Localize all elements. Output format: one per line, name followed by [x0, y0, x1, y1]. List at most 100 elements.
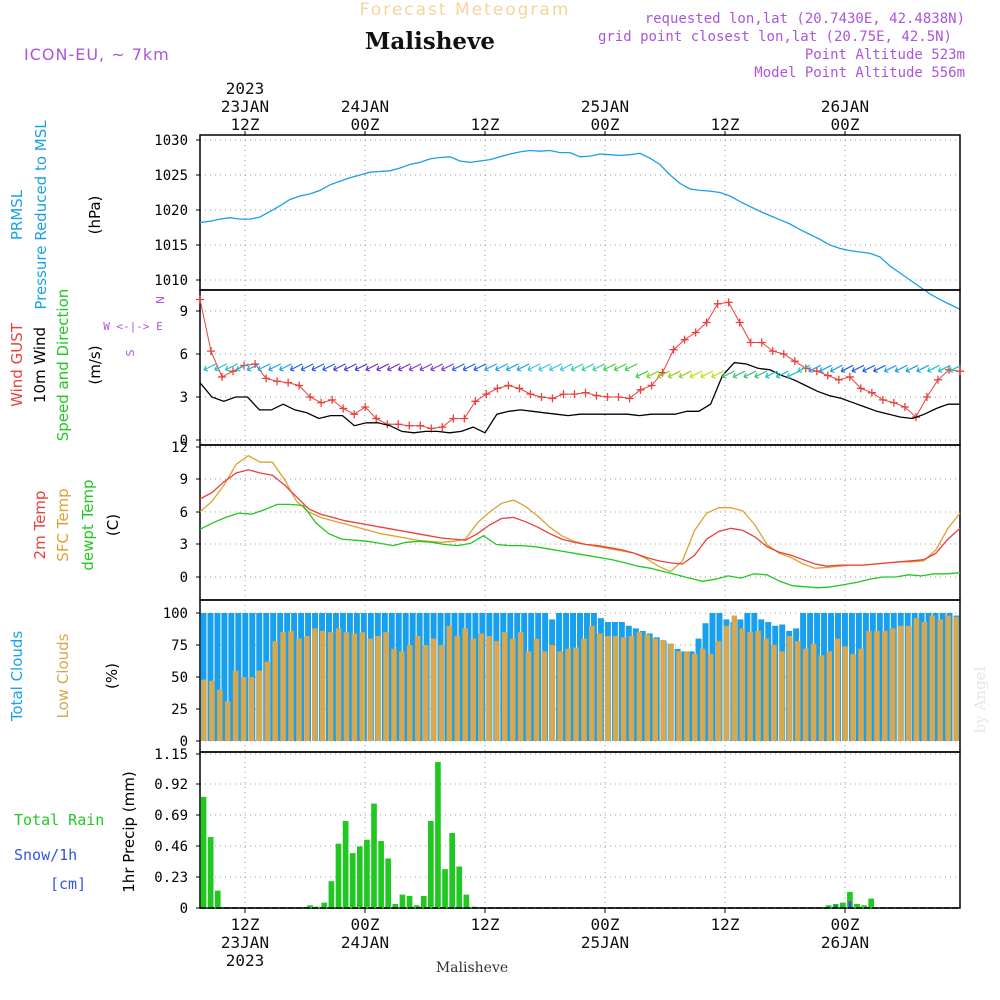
gust-marker	[647, 381, 656, 390]
low-cloud-bar	[319, 630, 326, 741]
panel-frame	[199, 289, 961, 446]
low-cloud-bar	[739, 628, 746, 741]
low-cloud-bar	[304, 636, 310, 741]
gust-marker	[856, 384, 865, 393]
gust-marker	[207, 347, 216, 356]
total-cloud-bar	[632, 628, 639, 741]
wind-direction-arrow	[473, 363, 487, 372]
gust-marker	[889, 398, 898, 407]
top-time-label: 00Z	[591, 115, 620, 134]
rain-bar	[428, 820, 434, 908]
wind-direction-arrow	[516, 363, 530, 372]
y-tick-label: 1020	[154, 203, 188, 219]
gust-marker	[724, 298, 733, 307]
low-cloud-bar	[874, 630, 880, 741]
bottom-time-label: 00Z	[831, 915, 860, 934]
pressure-line	[199, 149, 961, 310]
temp2m-line	[199, 469, 961, 567]
gust-marker	[482, 390, 491, 399]
wind-direction-arrow	[948, 364, 962, 373]
rain-bar	[378, 841, 384, 908]
faded-title: Forecast Meteogram	[360, 0, 571, 20]
y-tick-label: 0.92	[154, 777, 188, 793]
low-cloud-bar	[882, 630, 888, 741]
y-tick-label: 0	[180, 570, 188, 586]
top-time-label: 00Z	[351, 115, 380, 134]
precip-y-label: 1hr Precip (mm)	[120, 771, 138, 892]
wind-direction-arrow	[257, 363, 271, 372]
gust-marker	[416, 421, 425, 430]
gust-marker	[471, 397, 480, 406]
low-cloud-bar	[620, 637, 627, 741]
wind-direction-arrow	[754, 370, 768, 379]
low-cloud-bar	[502, 632, 508, 741]
wind-direction-arrow	[462, 363, 476, 372]
low-cloud-bar	[296, 638, 302, 741]
gust-marker	[581, 388, 590, 397]
low-cloud-bar	[525, 651, 532, 741]
total-cloud-bar	[458, 613, 465, 741]
gust-marker	[592, 391, 601, 400]
low-cloud-bar	[462, 628, 468, 741]
top-time-label: 12Z	[711, 115, 740, 134]
low-cloud-bar	[573, 647, 579, 741]
total-cloud-bar	[695, 638, 702, 741]
top-time-label: 00Z	[831, 115, 860, 134]
low-cloud-bar	[549, 645, 556, 741]
gust-marker	[834, 375, 843, 384]
low-cloud-bar	[240, 677, 247, 741]
low-cloud-bar	[723, 625, 730, 741]
gust-marker	[867, 388, 876, 397]
panel-pressure: 1010 1015 1020 1025 1030	[154, 133, 961, 310]
low-cloud-bar	[312, 628, 318, 741]
wind-direction-arrow	[279, 363, 292, 372]
gust-marker	[493, 384, 502, 393]
low-cloud-bar	[478, 633, 484, 741]
rain-bar	[442, 869, 448, 908]
gust-marker	[438, 423, 447, 432]
gust-marker	[559, 390, 568, 399]
low-cloud-bar	[707, 653, 714, 741]
rain-bar	[456, 866, 463, 908]
bottom-time-label: 00Z	[591, 915, 620, 934]
low-cloud-bar	[557, 651, 563, 741]
wind-direction-arrow	[376, 363, 390, 372]
top-time-label: 24JAN	[341, 97, 389, 116]
gust-marker	[746, 338, 755, 347]
y-tick-label: 1010	[154, 273, 188, 289]
rain-bar	[399, 894, 406, 908]
total-cloud-bar	[583, 613, 590, 741]
top-time-label: 12Z	[231, 115, 260, 134]
y-tick-label: 0	[180, 901, 188, 917]
low-cloud-bar	[771, 645, 777, 741]
total-cloud-bar	[291, 613, 298, 741]
low-cloud-bar	[660, 639, 666, 741]
rain-bar	[342, 820, 349, 908]
total-cloud-bar	[570, 613, 577, 741]
rain-bar	[364, 839, 370, 908]
low-cloud-bar	[652, 638, 658, 741]
wind-direction-arrow	[225, 363, 238, 372]
top-time-label: 2023	[226, 79, 265, 98]
low-cloud-bar	[589, 625, 595, 741]
low-cloud-bar	[763, 638, 769, 741]
dewpt-line	[199, 503, 961, 589]
low-cloud-bar	[541, 651, 548, 741]
gust-marker	[273, 377, 282, 386]
wind-direction-arrow	[819, 364, 832, 373]
low-cloud-bar	[913, 618, 920, 741]
y-tick-label: 9	[180, 304, 188, 320]
gust-marker	[405, 421, 414, 430]
bottom-time-label: 23JAN	[221, 933, 269, 952]
panel-temperature: 0 3 6 9 12	[171, 440, 961, 601]
low-cloud-bar	[612, 636, 619, 741]
low-cloud-bar	[565, 648, 571, 741]
wind-direction-arrow	[268, 363, 282, 372]
total-cloud-bar	[214, 613, 221, 741]
low-cloud-bar	[217, 689, 223, 741]
gust-marker	[196, 295, 204, 304]
gust-marker	[548, 394, 557, 403]
low-cloud-bar	[699, 648, 706, 741]
y-tick-label: 0	[180, 734, 188, 750]
wind-direction-arrow	[883, 364, 897, 373]
